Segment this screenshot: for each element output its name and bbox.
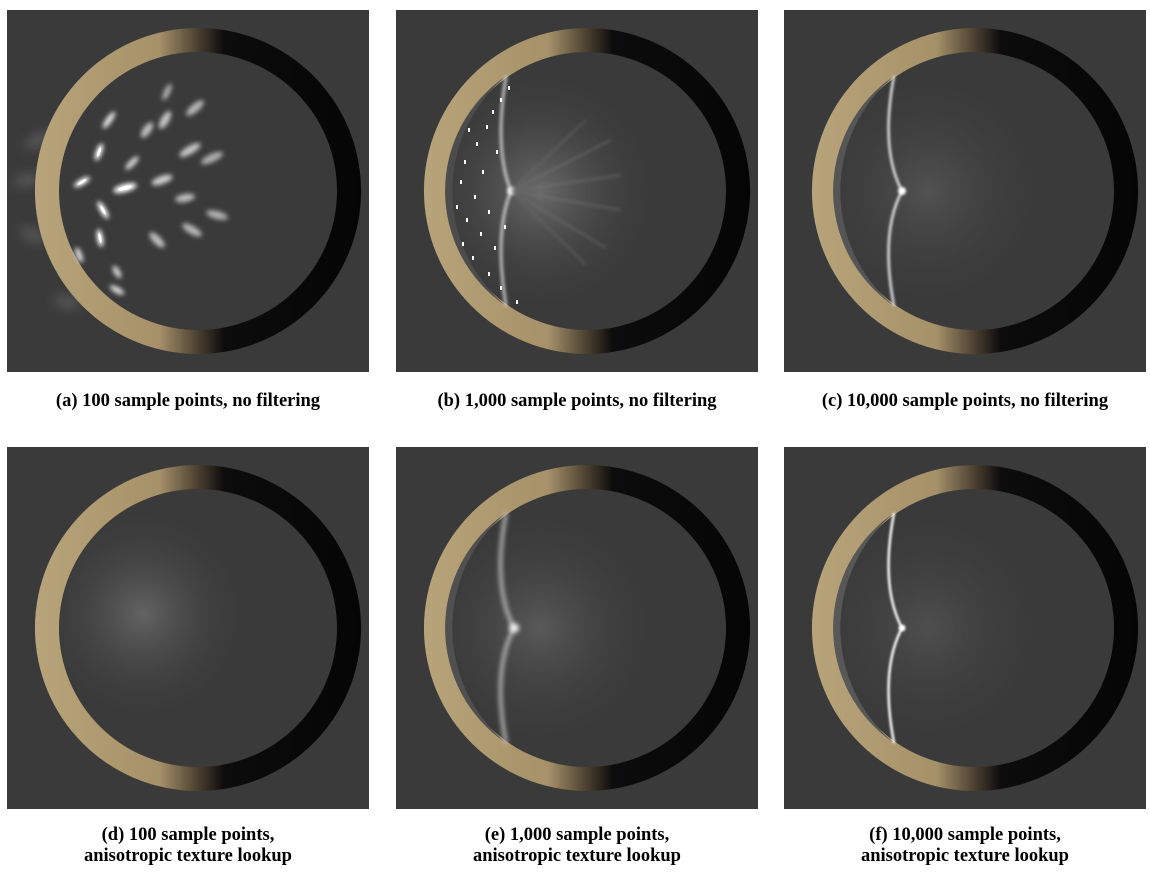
caption-f: (f) 10,000 sample points, anisotropic te… <box>765 825 1150 867</box>
caption-b-line-1: (b) 1,000 sample points, no filtering <box>437 391 717 411</box>
caption-f-line-1: (f) 10,000 sample points, <box>869 825 1061 845</box>
caption-f-line-2: anisotropic texture lookup <box>861 846 1069 866</box>
render-panel-f <box>784 447 1146 809</box>
caption-e-line-1: (e) 1,000 sample points, <box>484 825 670 845</box>
caption-e: (e) 1,000 sample points, anisotropic tex… <box>377 825 777 867</box>
ring-caustic-render-e <box>396 447 758 809</box>
render-panel-d <box>7 447 369 809</box>
ring-caustic-render-b <box>396 10 758 372</box>
caption-a: (a) 100 sample points, no filtering <box>0 391 388 412</box>
render-panel-b <box>396 10 758 372</box>
caption-d: (d) 100 sample points, anisotropic textu… <box>0 825 388 867</box>
caption-a-line-1: (a) 100 sample points, no filtering <box>55 391 321 411</box>
render-panel-a <box>7 10 369 372</box>
caption-d-line-2: anisotropic texture lookup <box>84 846 292 866</box>
caption-c-line-1: (c) 10,000 sample points, no filtering <box>821 391 1109 411</box>
ring-caustic-render-c <box>784 10 1146 372</box>
ring-caustic-render-a <box>7 10 369 372</box>
render-panel-e <box>396 447 758 809</box>
caption-b: (b) 1,000 sample points, no filtering <box>377 391 777 412</box>
ring-caustic-render-f <box>784 447 1146 809</box>
ring-a <box>34 27 362 354</box>
caption-c: (c) 10,000 sample points, no filtering <box>765 391 1150 412</box>
ring-caustic-render-d <box>7 447 369 809</box>
render-panel-c <box>784 10 1146 372</box>
caption-d-line-1: (d) 100 sample points, <box>101 825 275 845</box>
caption-e-line-2: anisotropic texture lookup <box>473 846 681 866</box>
